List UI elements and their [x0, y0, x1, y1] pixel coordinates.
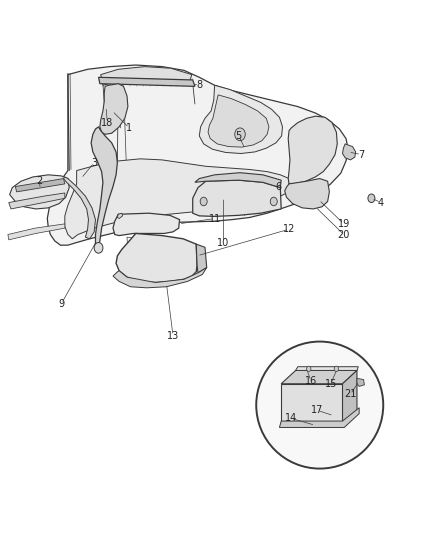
Polygon shape: [193, 180, 281, 216]
Text: 11: 11: [208, 214, 221, 223]
Text: 15: 15: [325, 379, 337, 389]
Text: 14: 14: [285, 414, 297, 423]
Text: 18: 18: [101, 118, 113, 127]
Polygon shape: [208, 95, 269, 147]
Polygon shape: [65, 159, 289, 239]
Polygon shape: [113, 213, 180, 236]
Circle shape: [235, 128, 245, 141]
Polygon shape: [281, 384, 343, 425]
Polygon shape: [64, 177, 95, 239]
Polygon shape: [116, 233, 197, 282]
Circle shape: [368, 194, 375, 203]
Text: 12: 12: [283, 224, 295, 234]
Text: 1: 1: [126, 123, 132, 133]
Polygon shape: [15, 179, 65, 192]
Polygon shape: [279, 408, 359, 427]
Text: 3: 3: [91, 158, 97, 167]
Text: 13: 13: [167, 331, 179, 341]
Text: 5: 5: [236, 131, 242, 141]
Circle shape: [270, 197, 277, 206]
Polygon shape: [101, 67, 192, 85]
Text: 17: 17: [311, 406, 324, 415]
Polygon shape: [285, 179, 329, 209]
Circle shape: [307, 366, 311, 372]
Polygon shape: [91, 127, 117, 248]
Circle shape: [334, 366, 339, 372]
Polygon shape: [9, 193, 65, 209]
Polygon shape: [343, 370, 357, 425]
Text: 21: 21: [344, 390, 357, 399]
Text: 9: 9: [58, 299, 64, 309]
Text: 20: 20: [338, 230, 350, 239]
Polygon shape: [99, 77, 195, 86]
Polygon shape: [343, 144, 356, 160]
Circle shape: [94, 243, 103, 253]
Polygon shape: [117, 213, 123, 219]
Text: 16: 16: [305, 376, 317, 386]
Polygon shape: [199, 85, 283, 154]
Polygon shape: [281, 370, 357, 384]
Polygon shape: [196, 244, 207, 273]
Polygon shape: [8, 224, 65, 240]
Text: 19: 19: [338, 219, 350, 229]
Circle shape: [200, 197, 207, 206]
Polygon shape: [296, 367, 358, 370]
Polygon shape: [195, 173, 281, 188]
Ellipse shape: [256, 342, 383, 469]
Text: 8: 8: [196, 80, 202, 90]
Polygon shape: [100, 84, 128, 134]
Polygon shape: [47, 65, 348, 245]
Text: 2: 2: [36, 176, 42, 186]
Polygon shape: [113, 268, 207, 288]
Text: 10: 10: [217, 238, 230, 247]
Text: 6: 6: [275, 182, 281, 191]
Text: 7: 7: [358, 150, 364, 159]
Polygon shape: [357, 378, 364, 386]
Polygon shape: [10, 175, 69, 209]
Polygon shape: [288, 116, 337, 184]
Text: 4: 4: [378, 198, 384, 207]
